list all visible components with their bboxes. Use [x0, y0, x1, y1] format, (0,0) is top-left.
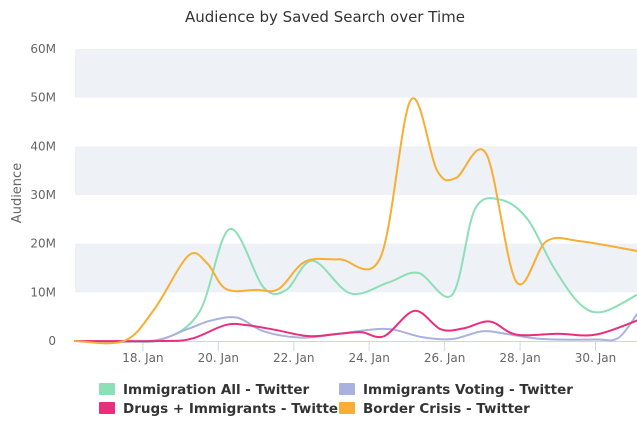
legend-item-border-crisis-twitter[interactable]: Border Crisis - Twitter [339, 401, 530, 417]
grid-bands [75, 49, 637, 293]
series-layer [74, 97, 637, 345]
x-tick-label: 20. Jan [198, 351, 239, 365]
x-tick-label: 18. Jan [122, 351, 163, 365]
x-axis: 18. Jan 20. Jan 22. Jan 24. Jan 26. Jan 28. J… [75, 341, 637, 365]
x-tick-label: 30. Jan [575, 351, 616, 365]
legend-item-drugs-immigrants-twitter[interactable]: Drugs + Immigrants - Twitter [99, 401, 345, 417]
legend-label: Immigrants Voting - Twitter [363, 382, 573, 398]
legend-swatch [339, 402, 355, 414]
y-tick-label: 50M [30, 91, 56, 105]
y-axis-title: Audience [10, 163, 25, 223]
legend-label: Immigration All - Twitter [123, 382, 309, 398]
series-line-immigration-all-twitter[interactable] [74, 197, 637, 344]
x-tick-label: 22. Jan [273, 351, 314, 365]
x-tick-label: 26. Jan [424, 351, 465, 365]
y-tick-label: 10M [30, 285, 56, 299]
y-axis: 0 10M 20M 30M 40M 50M 60M [30, 42, 56, 348]
legend: Immigration All - Twitter Immigrants Voti… [99, 382, 573, 417]
legend-swatch [339, 383, 355, 395]
legend-label: Border Crisis - Twitter [363, 401, 530, 417]
legend-item-immigration-all-twitter[interactable]: Immigration All - Twitter [99, 382, 309, 398]
series-line-drugs-immigrants-twitter[interactable] [74, 309, 637, 343]
y-tick-label: 40M [30, 139, 56, 153]
grid-band [75, 243, 637, 293]
chart-title: Audience by Saved Search over Time [185, 8, 465, 26]
y-tick-label: 0 [48, 334, 56, 348]
legend-item-immigrants-voting-twitter[interactable]: Immigrants Voting - Twitter [339, 382, 573, 398]
series-line-border-crisis-twitter[interactable] [74, 97, 637, 345]
legend-label: Drugs + Immigrants - Twitter [123, 401, 345, 417]
legend-swatch [99, 402, 115, 414]
grid-band [75, 49, 637, 98]
series-line-immigrants-voting-twitter[interactable] [74, 313, 637, 343]
y-tick-label: 60M [30, 42, 56, 56]
y-tick-label: 20M [30, 237, 56, 251]
grid-band [75, 146, 637, 195]
legend-swatch [99, 383, 115, 395]
x-tick-label: 28. Jan [499, 351, 540, 365]
y-tick-label: 30M [30, 188, 56, 202]
x-tick-label: 24. Jan [348, 351, 389, 365]
